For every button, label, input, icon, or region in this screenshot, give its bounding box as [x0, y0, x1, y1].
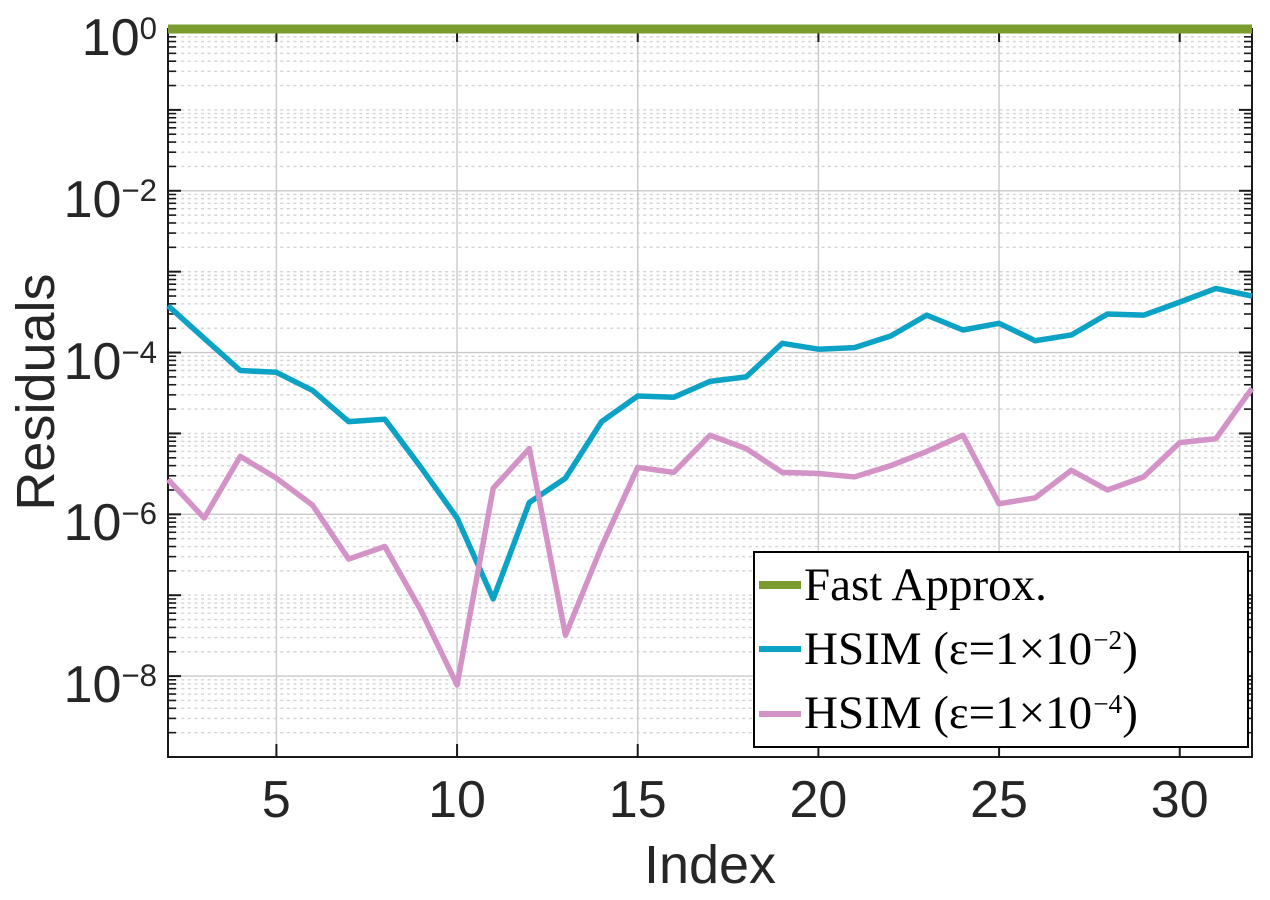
x-tick-label: 10 [428, 771, 486, 829]
x-tick-label: 25 [970, 771, 1028, 829]
legend: Fast Approx. HSIM (ε=1×10−2) HSIM (ε=1×1… [753, 551, 1249, 748]
x-tick-label: 15 [608, 771, 667, 829]
y-axis-label: Residuals [6, 273, 66, 511]
legend-label-hsim-1e-2: HSIM (ε=1×10−2) [804, 622, 1138, 675]
x-tick-label: 30 [1150, 771, 1209, 829]
legend-line-sample-pink [759, 710, 801, 717]
legend-line-sample-green [759, 581, 801, 590]
x-tick-label: 20 [789, 771, 848, 829]
legend-label-hsim-1e-4: HSIM (ε=1×10−4) [804, 687, 1138, 740]
y-tick-label: 10−8 [63, 656, 157, 715]
y-tick-label: 10−6 [63, 494, 157, 553]
legend-label-fast-approx: Fast Approx. [804, 558, 1047, 611]
legend-item-hsim-1e-4: HSIM (ε=1×10−4) [755, 682, 1247, 746]
x-tick-label: 5 [261, 771, 291, 829]
y-tick-label: 10−2 [63, 170, 157, 229]
x-axis-label: Index [643, 835, 777, 895]
legend-item-hsim-1e-2: HSIM (ε=1×10−2) [755, 617, 1247, 681]
legend-item-fast-approx: Fast Approx. [755, 553, 1247, 617]
legend-line-sample-teal [759, 646, 801, 653]
y-tick-label: 100 [81, 9, 157, 68]
series-line-2 [165, 386, 1255, 688]
series-line-1 [166, 285, 1253, 602]
y-tick-label: 10−4 [63, 332, 157, 391]
